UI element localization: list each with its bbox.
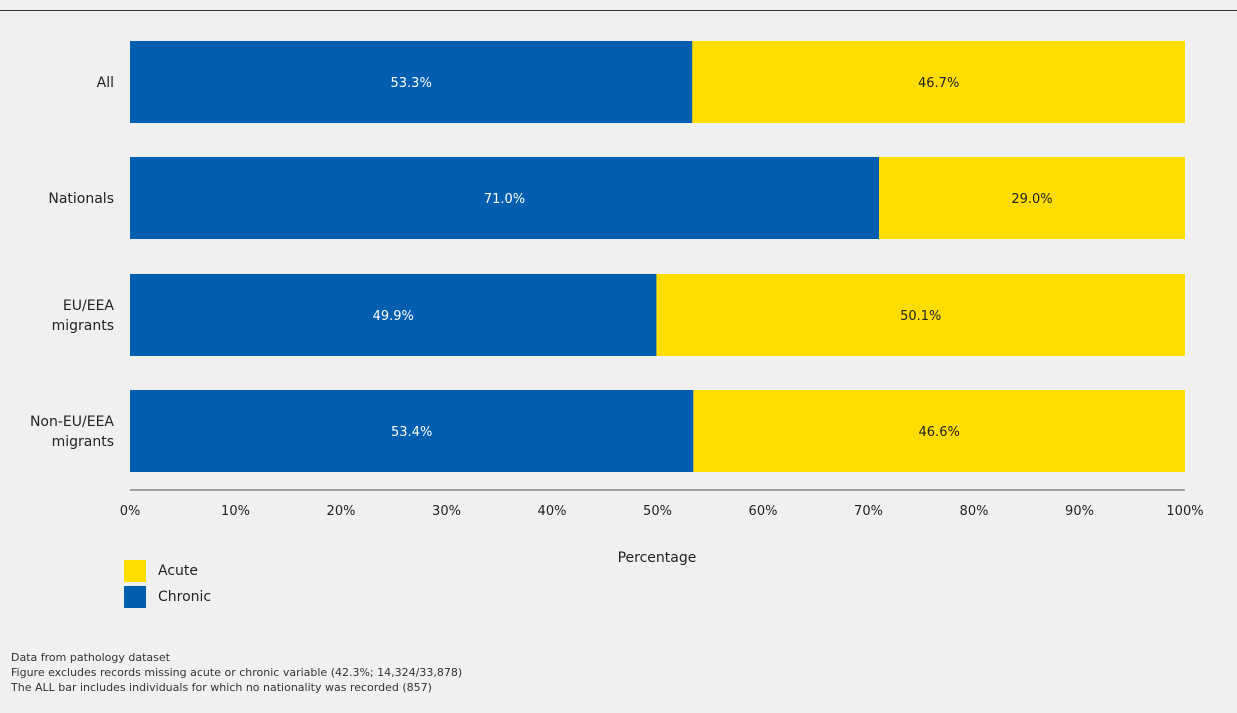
x-tick-label-0: 0% bbox=[120, 504, 141, 519]
footnote-exclusions: Figure excludes records missing acute or… bbox=[11, 666, 463, 679]
category-label-1: Nationals bbox=[48, 191, 114, 207]
x-tick-label-6: 60% bbox=[749, 504, 778, 519]
category-label-2-line0: EU/EEA bbox=[63, 298, 115, 314]
footnote-source: Data from pathology dataset bbox=[11, 651, 170, 664]
bar-label-chronic-2: 49.9% bbox=[373, 309, 414, 324]
category-label-3-line0: Non-EU/EEA bbox=[30, 414, 114, 430]
x-tick-label-8: 80% bbox=[960, 504, 989, 519]
x-tick-label-5: 50% bbox=[643, 504, 672, 519]
x-axis-title: Percentage bbox=[618, 550, 697, 566]
bar-label-acute-1: 29.0% bbox=[1011, 192, 1052, 207]
top-rule bbox=[0, 10, 1237, 11]
bar-acute-1 bbox=[879, 157, 1185, 239]
legend-label-chronic: Chronic bbox=[158, 589, 212, 605]
bar-chronic-1 bbox=[130, 157, 880, 239]
bar-label-acute-0: 46.7% bbox=[918, 76, 959, 91]
legend-swatch-chronic bbox=[124, 586, 146, 608]
bar-label-acute-2: 50.1% bbox=[900, 309, 941, 324]
bar-chronic-0 bbox=[130, 41, 693, 123]
bar-acute-3 bbox=[693, 390, 1185, 472]
bar-label-chronic-0: 53.3% bbox=[391, 76, 432, 91]
bar-label-chronic-1: 71.0% bbox=[484, 192, 525, 207]
stacked-bar-chart: 53.3% 46.7% All 71.0% 29.0% Nationals 49.9% 50.… bbox=[30, 41, 1204, 566]
legend-item-acute: Acute bbox=[124, 558, 211, 584]
x-tick-label-10: 100% bbox=[1166, 504, 1203, 519]
bar-label-acute-3: 46.6% bbox=[919, 425, 960, 440]
legend-item-chronic: Chronic bbox=[124, 584, 211, 610]
category-label-0: All bbox=[97, 75, 114, 91]
legend: Acute Chronic bbox=[124, 558, 211, 610]
footnote-all-bar: The ALL bar includes individuals for whi… bbox=[11, 681, 432, 694]
x-tick-label-3: 30% bbox=[432, 504, 461, 519]
category-label-3-line1: migrants bbox=[52, 434, 114, 450]
category-label-2-line1: migrants bbox=[52, 318, 114, 334]
footnotes: Data from pathology dataset Figure exclu… bbox=[11, 650, 462, 695]
x-tick-label-9: 90% bbox=[1065, 504, 1094, 519]
bar-chronic-3 bbox=[130, 390, 694, 472]
x-tick-label-1: 10% bbox=[221, 504, 250, 519]
legend-label-acute: Acute bbox=[158, 563, 199, 579]
bar-acute-2 bbox=[656, 274, 1185, 356]
bar-acute-0 bbox=[692, 41, 1185, 123]
x-tick-label-7: 70% bbox=[854, 504, 883, 519]
bar-chronic-2 bbox=[130, 274, 657, 356]
x-tick-label-4: 40% bbox=[538, 504, 567, 519]
legend-swatch-acute bbox=[124, 560, 146, 582]
bar-label-chronic-3: 53.4% bbox=[391, 425, 432, 440]
x-tick-label-2: 20% bbox=[327, 504, 356, 519]
